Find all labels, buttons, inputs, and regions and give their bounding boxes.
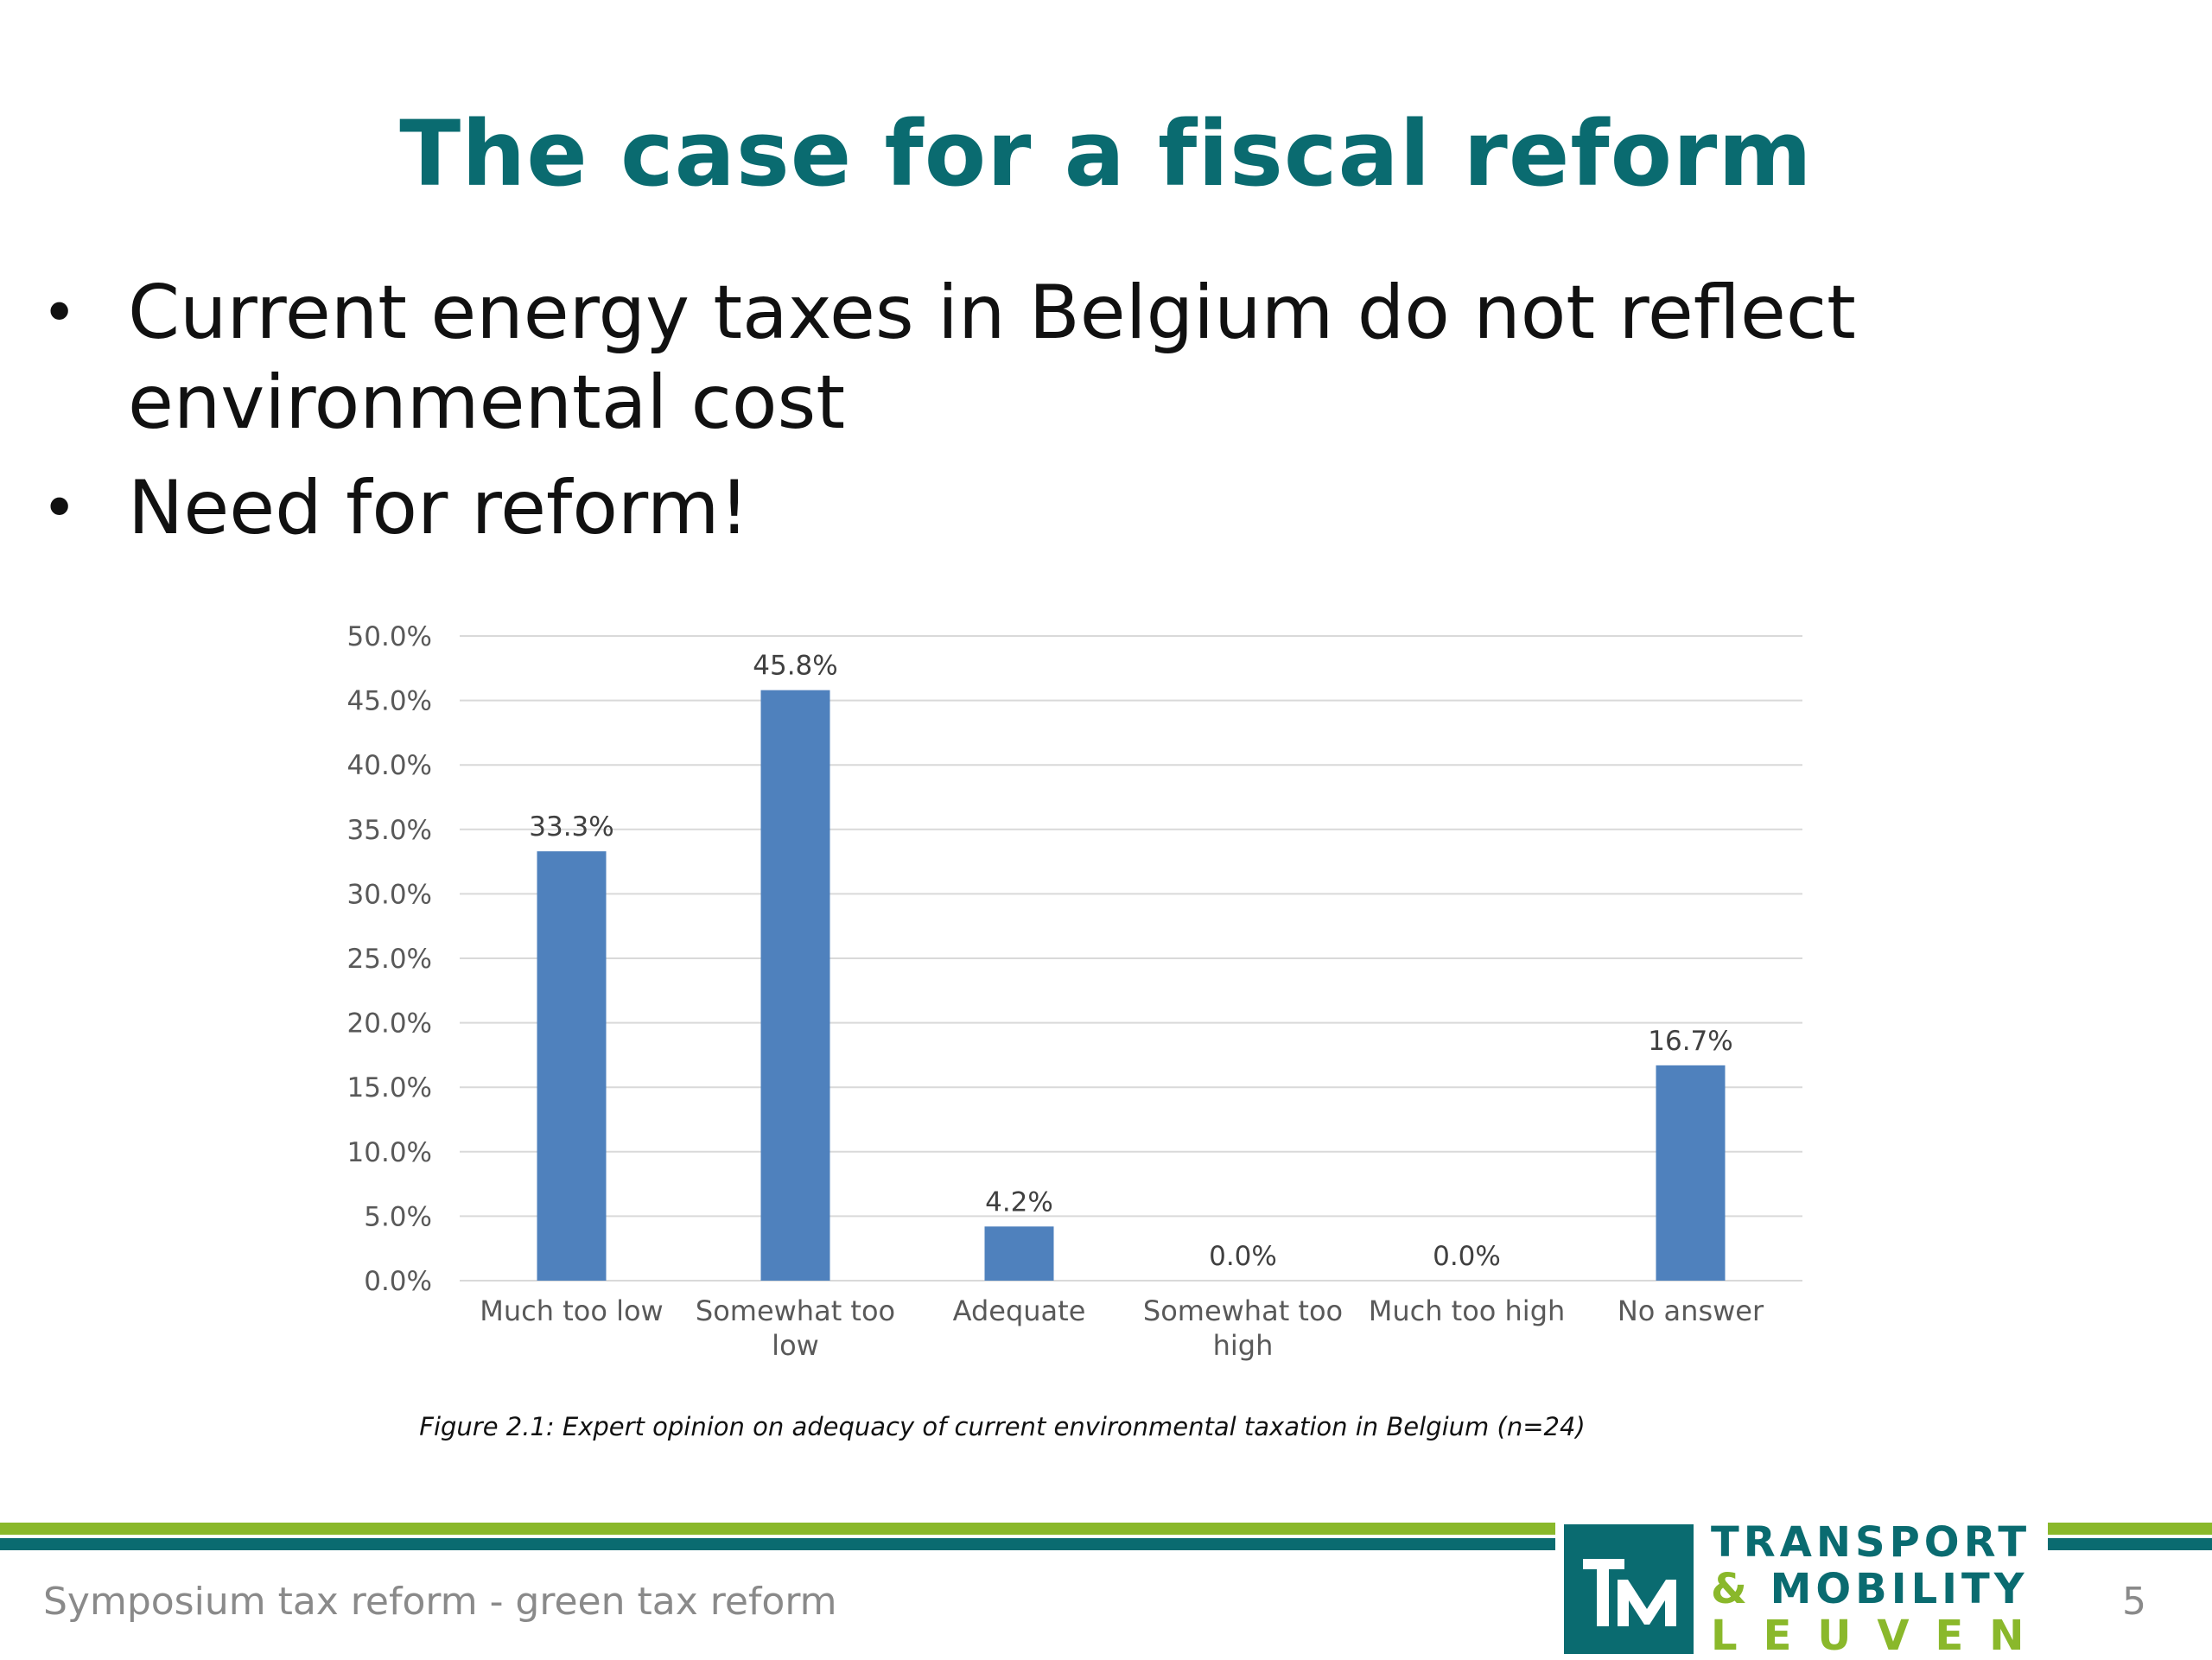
y-tick-label: 0.0% bbox=[364, 1266, 432, 1297]
logo-line-leuven: LEUVEN bbox=[1711, 1612, 2050, 1660]
bullet-dot-icon: • bbox=[41, 277, 78, 348]
bar bbox=[760, 690, 830, 1281]
tml-logo-text: TRANSPORT & MOBILITY LEUVEN bbox=[1711, 1519, 2050, 1659]
y-tick-label: 35.0% bbox=[347, 815, 432, 846]
logo-line-mobility: & MOBILITY bbox=[1711, 1566, 2050, 1612]
x-tick-label: low bbox=[772, 1329, 819, 1362]
y-tick-label: 40.0% bbox=[347, 750, 432, 781]
x-tick-label: high bbox=[1213, 1329, 1274, 1362]
y-tick-label: 20.0% bbox=[347, 1008, 432, 1040]
x-tick-label: Somewhat too bbox=[696, 1294, 895, 1327]
page-number: 5 bbox=[2122, 1580, 2146, 1624]
y-tick-label: 25.0% bbox=[347, 944, 432, 975]
bar bbox=[984, 1226, 1054, 1281]
y-tick-label: 15.0% bbox=[347, 1072, 432, 1103]
data-label: 16.7% bbox=[1648, 1026, 1732, 1057]
bullet-text: Current energy taxes in Belgium do not r… bbox=[128, 270, 1856, 446]
tml-logo: TRANSPORT & MOBILITY LEUVEN bbox=[1555, 1514, 2048, 1659]
bar bbox=[1656, 1065, 1726, 1281]
data-label: 0.0% bbox=[1433, 1241, 1501, 1272]
bullet-list: • Current energy taxes in Belgium do not… bbox=[35, 268, 2022, 569]
footer-text: Symposium tax reform - green tax reform bbox=[43, 1580, 837, 1624]
y-tick-label: 10.0% bbox=[347, 1137, 432, 1168]
x-tick-label: No answer bbox=[1618, 1294, 1764, 1327]
x-tick-label: Much too high bbox=[1369, 1294, 1566, 1327]
data-label: 0.0% bbox=[1209, 1241, 1277, 1272]
x-tick-label: Adequate bbox=[953, 1294, 1086, 1327]
data-label: 33.3% bbox=[529, 811, 613, 843]
logo-mobility-word: MOBILITY bbox=[1770, 1565, 2029, 1613]
y-tick-label: 30.0% bbox=[347, 879, 432, 910]
slide-title: The case for a fiscal reform bbox=[399, 101, 1813, 207]
figure-caption: Figure 2.1: Expert opinion on adequacy o… bbox=[419, 1412, 1586, 1441]
logo-line-transport: TRANSPORT bbox=[1711, 1518, 2031, 1567]
bar-chart: 0.0% 5.0% 10.0% 15.0% 20.0% 25.0% 30.0% 35.0% 40… bbox=[347, 621, 1802, 1362]
bullet-item: • Current energy taxes in Belgium do not… bbox=[35, 268, 2022, 448]
data-label: 45.8% bbox=[753, 651, 837, 682]
tml-logo-mark-icon bbox=[1564, 1524, 1694, 1654]
bullet-item: • Need for reform! bbox=[35, 463, 2022, 553]
data-label: 4.2% bbox=[985, 1186, 1053, 1218]
bullet-dot-icon: • bbox=[41, 473, 78, 544]
y-tick-label: 45.0% bbox=[347, 686, 432, 717]
bar bbox=[537, 851, 607, 1281]
x-tick-label: Much too low bbox=[480, 1294, 663, 1327]
bullet-text: Need for reform! bbox=[128, 465, 750, 551]
y-tick-label: 5.0% bbox=[364, 1201, 432, 1232]
x-tick-label: Somewhat too bbox=[1143, 1294, 1343, 1327]
y-tick-label: 50.0% bbox=[347, 621, 432, 652]
logo-ampersand: & bbox=[1711, 1565, 1751, 1613]
